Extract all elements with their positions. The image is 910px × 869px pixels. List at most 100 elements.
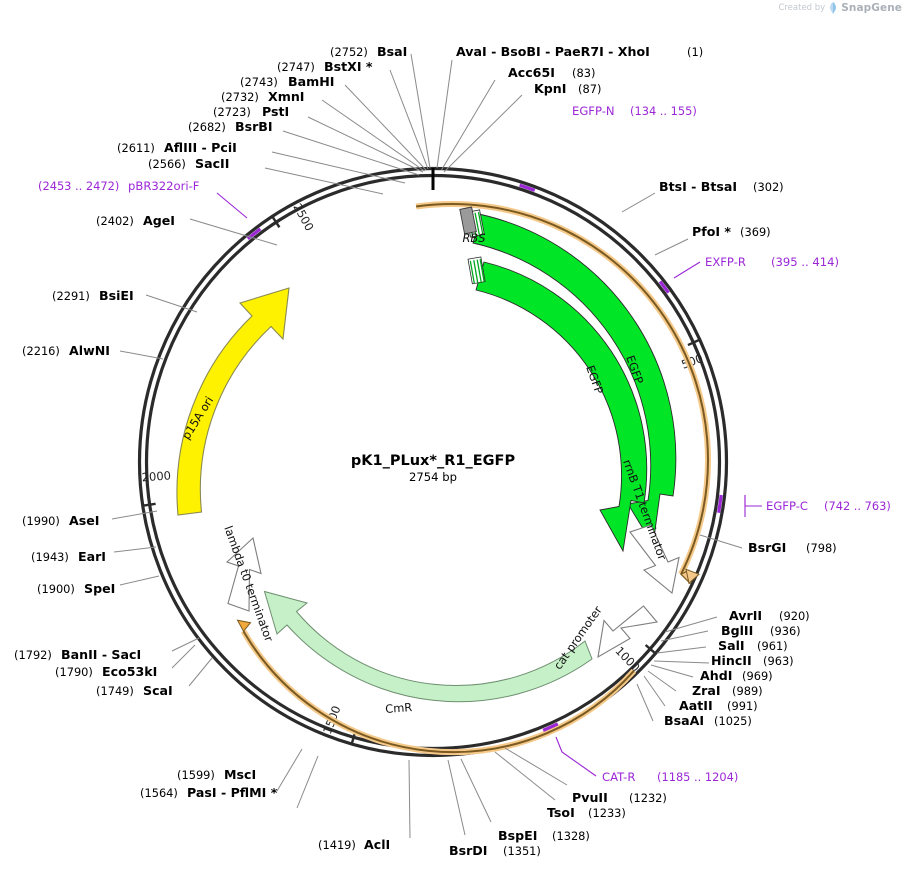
enzyme-pos-pvuii: (1232) xyxy=(629,791,667,805)
primer-label-pbr322ori-f-group[interactable]: (2453 .. 2472) pBR322ori-F xyxy=(38,179,199,193)
enzyme-pos-scai: (1749) xyxy=(96,684,134,698)
enzyme-label-aflili-group[interactable]: (2611) AflIII - PciI xyxy=(117,140,237,155)
enzyme-pos-eco53ki: (1790) xyxy=(55,665,93,679)
enzyme-pos-kpni: (87) xyxy=(578,82,601,96)
feature-rbs: RBS xyxy=(459,206,486,245)
enzyme-pos-alwni: (2216) xyxy=(22,344,60,358)
enzyme-label-ahdi-group[interactable]: AhdI (969) xyxy=(700,668,773,683)
primer-label-cat-r: CAT-R xyxy=(602,770,635,784)
enzyme-label-pvuii: PvuII xyxy=(572,790,608,805)
enzyme-pos-sali: (961) xyxy=(757,639,788,653)
enzyme-label-bglii-group[interactable]: BglII (936) xyxy=(721,623,801,638)
primer-range-cat-r: (1185 .. 1204) xyxy=(657,770,738,784)
enzyme-label-bsaai: BsaAI xyxy=(664,713,704,728)
enzyme-pos-bglii: (936) xyxy=(770,624,801,638)
enzyme-label-eco53ki: Eco53kI xyxy=(102,664,157,679)
enzyme-label-avrii-group[interactable]: AvrII (920) xyxy=(729,608,810,623)
enzyme-label-banii-group[interactable]: (1792) BanII - SacI xyxy=(14,647,141,662)
enzyme-label-acc65i: Acc65I xyxy=(508,65,555,80)
enzyme-pos-bsrbi: (2682) xyxy=(188,120,226,134)
enzyme-pos-pfoi: (369) xyxy=(740,225,771,239)
enzyme-label-xmni-group[interactable]: (2732) XmnI xyxy=(221,89,304,104)
enzyme-label-bspei-group[interactable]: BspEI (1328) xyxy=(498,828,590,843)
enzyme-label-zrai: ZraI xyxy=(692,683,721,698)
enzyme-label-aflili: AflIII - PciI xyxy=(164,140,237,155)
enzyme-label-psti-group[interactable]: (2723) PstI xyxy=(213,104,289,119)
enzyme-label-msci: MscI xyxy=(224,767,256,782)
primer-label-egfp-n-group[interactable]: EGFP-N (134 .. 155) xyxy=(572,104,697,118)
primer-label-cat-r-group[interactable]: CAT-R (1185 .. 1204) xyxy=(602,770,738,784)
enzyme-pos-pasi: (1564) xyxy=(140,786,178,800)
enzyme-label-bsrbi: BsrBI xyxy=(235,119,273,134)
enzyme-label-bamhi-group[interactable]: (2743) BamHI xyxy=(240,74,334,89)
enzyme-label-zrai-group[interactable]: ZraI (989) xyxy=(692,683,763,698)
feature-egfp-inner: EGFP xyxy=(467,256,648,553)
enzyme-label-bsaai-group[interactable]: BsaAI (1025) xyxy=(664,713,752,728)
enzyme-label-bsai-group[interactable]: (2752) BsaI xyxy=(330,44,407,59)
enzyme-pos-bsai: (2752) xyxy=(330,45,368,59)
watermark-created-by-text: Created by xyxy=(778,3,826,13)
primer-range-pbr322ori-f: (2453 .. 2472) xyxy=(38,179,119,193)
enzyme-pos-eari: (1943) xyxy=(31,550,69,564)
enzyme-label-msci-group[interactable]: (1599) MscI xyxy=(177,767,256,782)
enzyme-label-bsrdi-group[interactable]: BsrDI (1351) xyxy=(449,843,541,858)
enzyme-pos-msci: (1599) xyxy=(177,768,215,782)
enzyme-label-pasi: PasI - PflMI * xyxy=(187,785,278,800)
enzyme-label-hincii-group[interactable]: HincII (963) xyxy=(711,653,794,668)
enzyme-pos-bamhi: (2743) xyxy=(240,75,278,89)
enzyme-label-btsi-group[interactable]: BtsI - BtsaI (302) xyxy=(659,179,784,194)
enzyme-label-xmni: XmnI xyxy=(268,89,304,104)
enzyme-label-sali-group[interactable]: SalI (961) xyxy=(718,638,788,653)
enzyme-label-bsrbi-group[interactable]: (2682) BsrBI xyxy=(188,119,273,134)
tick-label-2000: 2000 xyxy=(141,468,171,484)
enzyme-label-pvuii-group[interactable]: PvuII (1232) xyxy=(572,790,667,805)
enzyme-label-kpni-group[interactable]: KpnI (87) xyxy=(534,81,601,96)
enzyme-label-btsi: BtsI - BtsaI xyxy=(659,179,737,194)
enzyme-label-bsiei-group[interactable]: (2291) BsiEI xyxy=(52,288,134,303)
enzyme-label-scai-group[interactable]: (1749) ScaI xyxy=(96,683,173,698)
enzyme-label-bstxi-group[interactable]: (2747) BstXI * xyxy=(277,59,373,74)
plasmid-title-group: pK1_PLux*_R1_EGFP 2754 bp xyxy=(351,453,516,484)
enzyme-label-aatii-group[interactable]: AatII (991) xyxy=(679,698,758,713)
primer-label-exfp-r-group[interactable]: (395 .. 414) EXFP-R xyxy=(705,255,839,269)
enzyme-label-asei-group[interactable]: (1990) AseI xyxy=(22,513,99,528)
primer-range-egfp-c: (742 .. 763) xyxy=(824,499,891,513)
egfp-inner-start-cap xyxy=(467,256,486,285)
enzyme-pos-asei: (1990) xyxy=(22,514,60,528)
enzyme-label-asei: AseI xyxy=(69,513,99,528)
enzyme-label-agei-group[interactable]: (2402) AgeI xyxy=(96,213,175,228)
leader-lines xyxy=(111,53,762,839)
enzyme-label-sacii-group[interactable]: (2566) SacII xyxy=(148,156,229,171)
enzyme-label-spei-group[interactable]: (1900) SpeI xyxy=(37,581,115,596)
enzyme-pos-avrii: (920) xyxy=(779,609,810,623)
enzyme-label-bsrdi: BsrDI xyxy=(449,843,487,858)
enzyme-label-pfoi: PfoI * xyxy=(692,224,731,239)
enzyme-label-alwni: AlwNI xyxy=(69,343,110,358)
enzyme-pos-xmni: (2732) xyxy=(221,90,259,104)
enzyme-label-alwni-group[interactable]: (2216) AlwNI xyxy=(22,343,110,358)
enzyme-label-acc65i-group[interactable]: Acc65I (83) xyxy=(508,65,595,80)
feature-label-rbs: RBS xyxy=(463,231,486,245)
primer-label-egfp-c-group[interactable]: EGFP-C (742 .. 763) xyxy=(766,499,891,513)
enzyme-pos-bsrdi: (1351) xyxy=(503,844,541,858)
enzyme-label-avrii: AvrII xyxy=(729,608,762,623)
enzyme-pos-bspei: (1328) xyxy=(552,829,590,843)
enzyme-label-avai-group[interactable]: AvaI - BsoBI - PaeR7I - XhoI (1) xyxy=(456,44,703,59)
enzyme-pos-aatii: (991) xyxy=(727,699,758,713)
enzyme-pos-btsi: (302) xyxy=(753,180,784,194)
enzyme-label-banii: BanII - SacI xyxy=(61,647,141,662)
enzyme-label-psti: PstI xyxy=(262,104,289,119)
enzyme-label-bsrgi-group[interactable]: BsrGI (798) xyxy=(748,540,837,555)
enzyme-label-ahdi: AhdI xyxy=(700,668,732,683)
enzyme-label-pasi-group[interactable]: (1564) PasI - PflMI * xyxy=(140,785,278,800)
enzyme-label-eco53ki-group[interactable]: (1790) Eco53kI xyxy=(55,664,157,679)
enzyme-label-scai: ScaI xyxy=(143,683,173,698)
enzyme-label-bstxi: BstXI * xyxy=(324,59,373,74)
enzyme-label-tsoi-group[interactable]: TsoI (1233) xyxy=(547,805,626,820)
enzyme-label-acli-group[interactable]: (1419) AclI xyxy=(318,837,390,852)
feature-p15a-ori: p15A ori xyxy=(176,287,290,516)
enzyme-label-eari-group[interactable]: (1943) EarI xyxy=(31,549,106,564)
watermark-brand-text: SnapGene xyxy=(841,2,902,14)
enzyme-label-pfoi-group[interactable]: PfoI * (369) xyxy=(692,224,771,239)
